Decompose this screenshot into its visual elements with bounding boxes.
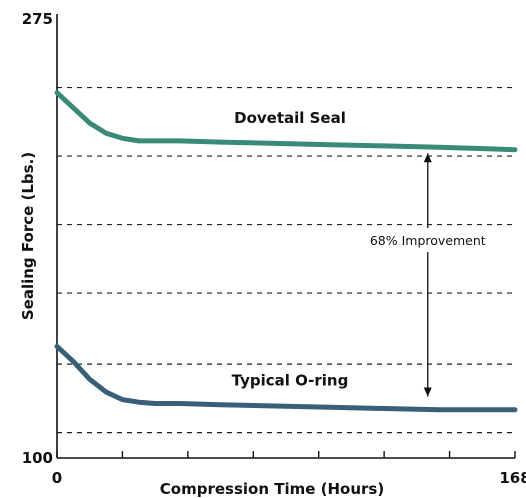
series-label-1: Typical O-ring (232, 371, 349, 389)
annotation-arrowhead-up-0 (423, 153, 432, 163)
series-line-1 (54, 343, 518, 413)
series-lines (54, 90, 518, 413)
labels: 0 168 275 100 Compression Time (Hours) Sealin… (19, 10, 526, 498)
gridlines (57, 86, 515, 434)
y-tick-label-0: 275 (22, 10, 53, 28)
series-label-0: Dovetail Seal (234, 109, 346, 127)
x-tick-label-0: 0 (52, 469, 62, 487)
annotations: 68% Improvement (355, 153, 500, 397)
x-axis-title: Compression Time (Hours) (160, 480, 384, 498)
y-axis-title: Sealing Force (Lbs.) (19, 152, 37, 320)
series-line-0 (54, 90, 518, 153)
annotation-label-bg-0 (355, 230, 500, 250)
annotation-arrowhead-down-0 (423, 387, 432, 397)
x-tick-label-1: 168 (499, 469, 526, 487)
y-tick-label-1: 100 (22, 449, 53, 467)
annotation-label-0: 68% Improvement (370, 233, 486, 248)
axes (56, 14, 516, 459)
